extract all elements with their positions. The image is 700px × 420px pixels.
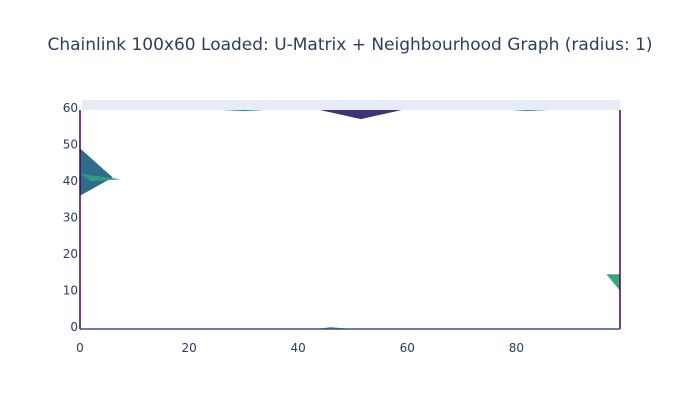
heatmap-region-3 [606,274,620,291]
y-tick-label: 0 [70,320,78,334]
heatmap-region-2 [80,173,121,182]
heatmap-region-5 [221,110,266,112]
heatmap-region-0 [320,110,402,120]
y-axis: 0 10 20 30 40 50 60 [63,101,78,334]
x-tick-label: 0 [76,341,84,355]
x-axis: 0 20 40 60 80 [76,341,524,355]
chart-title: Chainlink 100x60 Loaded: U-Matrix + Neig… [47,35,652,55]
x-tick-label: 40 [291,341,306,355]
x-tick-label: 80 [509,341,524,355]
x-tick-label: 60 [400,341,415,355]
heatmap-overlay [79,110,621,330]
heatmap-region-6 [510,110,550,112]
y-tick-label: 30 [63,211,78,225]
y-tick-label: 50 [63,138,78,152]
heatmap-fill [80,110,620,329]
heatmap-region-1 [80,148,113,196]
y-tick-label: 10 [63,284,78,298]
x-tick-label: 20 [181,341,196,355]
y-tick-label: 60 [63,101,78,115]
y-tick-label: 20 [63,247,78,261]
y-tick-label: 40 [63,174,78,188]
